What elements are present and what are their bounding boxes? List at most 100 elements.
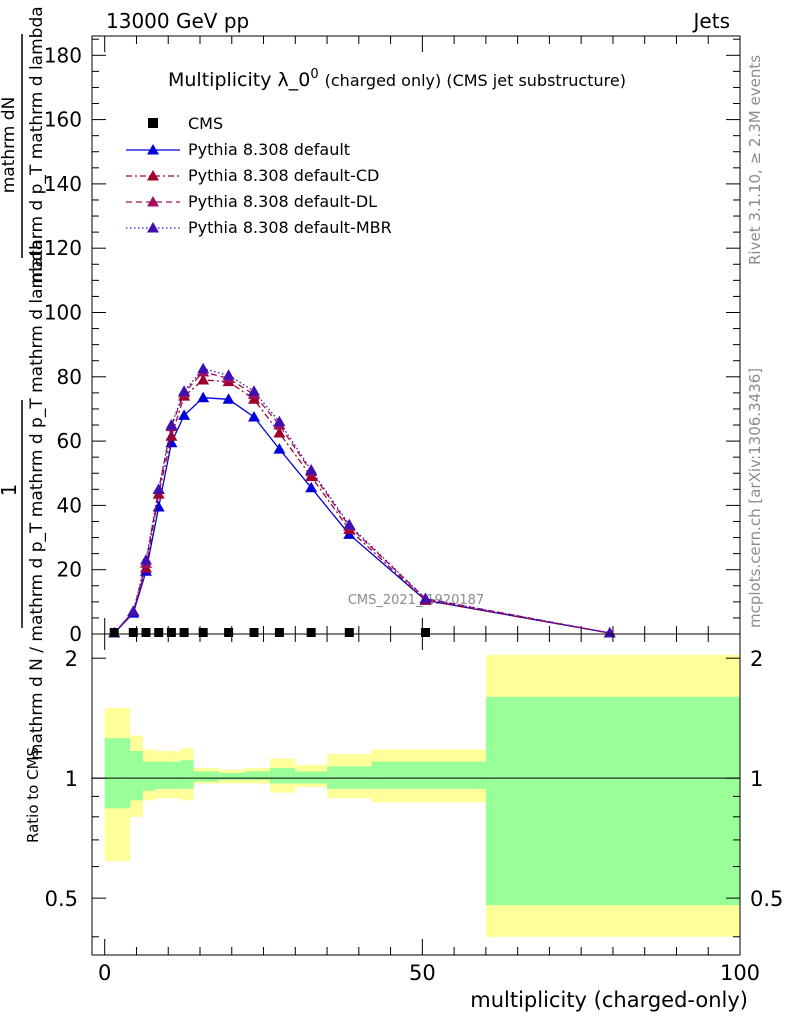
cms-data-point: [306, 628, 316, 637]
series-marker: [273, 415, 286, 427]
ylabel-bottom: mathrm d N / mathrm d p_T mathrm d p_T m…: [27, 240, 47, 760]
series-line: [113, 379, 610, 634]
series-marker: [152, 483, 165, 494]
series-line: [113, 371, 610, 634]
legend-entry: Pythia 8.308 default: [126, 140, 350, 159]
stat-uncertainty-band: [193, 771, 220, 782]
title-sup: 0: [310, 67, 318, 82]
legend-entry-cms: CMS: [148, 114, 223, 133]
x-tick-label: 100: [720, 961, 760, 985]
header-jets: Jets: [692, 9, 730, 33]
y-tick-label: 120: [44, 236, 82, 260]
series-marker: [273, 427, 286, 438]
legend-entry: Pythia 8.308 default-CD: [126, 166, 379, 185]
x-tick-label: 50: [409, 961, 436, 985]
y-tick-label: 180: [44, 43, 82, 67]
stat-uncertainty-band: [327, 766, 372, 789]
series-marker: [178, 385, 191, 396]
stat-uncertainty-band: [130, 750, 143, 801]
ylabel-one: 1: [0, 484, 21, 497]
series-marker: [419, 592, 432, 604]
legend-label: Pythia 8.308 default-DL: [188, 192, 377, 211]
series-marker: [222, 369, 235, 380]
header-energy: 13000 GeV pp: [106, 9, 249, 33]
legend-entry: Pythia 8.308 default-MBR: [126, 218, 392, 237]
legend-marker: [147, 170, 159, 181]
legend-entry: Pythia 8.308 default-DL: [126, 192, 377, 211]
ylabel-mid: mathrm d p_T mathrm d lambda: [27, 6, 47, 283]
stat-uncertainty-band: [295, 771, 328, 784]
series-marker: [165, 436, 178, 448]
ratio-y-tick-label-right: 2: [750, 647, 763, 671]
stat-uncertainty-band: [371, 761, 486, 789]
ratio-frame: [91, 633, 741, 956]
main-ylabel: mathrm dN mathrm d p_T mathrm d lambda 1…: [0, 6, 47, 760]
stat-uncertainty-band: [180, 760, 194, 789]
legend: CMS Pythia 8.308 default Pythia 8.308 defa…: [126, 114, 392, 237]
cms-data-point: [128, 628, 138, 637]
x-axis-label: multiplicity (charged-only): [470, 988, 748, 1012]
ratio-y-tick-label: 1: [65, 767, 78, 791]
legend-marker: [147, 222, 159, 233]
series-marker: [248, 410, 260, 422]
y-tick-label: 20: [57, 558, 82, 582]
series-marker: [343, 518, 356, 530]
series-marker: [165, 430, 178, 441]
ratio-bands: [104, 654, 740, 937]
y-tick-label: 100: [44, 300, 82, 324]
cms-data-point: [344, 628, 354, 637]
series-marker: [197, 374, 210, 385]
series-marker: [305, 464, 318, 475]
ratio-x-axis: 0 50 100: [98, 634, 760, 985]
y-tick-label: 40: [57, 493, 82, 517]
y-tick-label: 60: [57, 429, 82, 453]
cms-data-point: [224, 628, 234, 637]
series-marker: [165, 419, 178, 430]
ratio-y-tick-label-right: 1: [750, 767, 763, 791]
cms-data-point: [249, 628, 259, 637]
series-marker: [127, 605, 140, 616]
mcplots-label: mcplots.cern.ch [arXiv:1306.3436]: [746, 368, 764, 628]
cms-data-point: [166, 628, 176, 637]
y-tick-label: 80: [57, 365, 82, 389]
ratio-ylabel: Ratio to CMS: [24, 747, 42, 843]
legend-marker: [147, 144, 159, 155]
series-marker: [140, 554, 152, 565]
cms-data-point: [179, 628, 189, 637]
stat-uncertainty-band: [485, 696, 740, 906]
cms-data-point: [109, 628, 119, 637]
rivet-label: Rivet 3.1.10, ≥ 2.3M events: [746, 55, 764, 265]
title-text: Multiplicity λ_0: [168, 69, 310, 91]
main-title: Multiplicity λ_00 (charged only) (CMS jet…: [168, 67, 626, 91]
legend-marker: [148, 118, 158, 128]
legend-marker: [147, 196, 159, 207]
stat-uncertainty-band: [244, 771, 270, 780]
series-marker: [178, 409, 191, 420]
series-marker: [222, 393, 235, 404]
y-tick-label: 140: [44, 172, 82, 196]
stat-uncertainty-band: [219, 773, 245, 780]
series-marker: [197, 362, 210, 374]
legend-label: Pythia 8.308 default: [188, 140, 350, 159]
stat-uncertainty-band: [142, 761, 156, 791]
y-tick-label: 160: [44, 108, 82, 132]
legend-label: Pythia 8.308 default-MBR: [188, 218, 392, 237]
reference-points: [109, 628, 431, 637]
stat-uncertainty-band: [269, 768, 296, 784]
stat-uncertainty-band: [104, 738, 131, 809]
cms-data-point: [154, 628, 164, 637]
ratio-y-tick-label-right: 0.5: [750, 887, 783, 911]
stat-uncertainty-band: [155, 761, 169, 789]
series-marker: [248, 385, 260, 396]
series-marker: [197, 391, 210, 403]
ratio-y-tick-label: 2: [65, 647, 78, 671]
x-tick-label: 0: [98, 961, 111, 985]
cms-data-point: [274, 628, 284, 637]
stat-uncertainty-band: [168, 761, 181, 789]
legend-label: CMS: [188, 114, 223, 133]
main-y-axis: 0 20 40 60 80 100 120 140 160 180: [44, 38, 740, 646]
ratio-y-tick-label: 0.5: [45, 887, 78, 911]
ylabel-top: mathrm dN: [0, 97, 19, 194]
cms-data-point: [141, 628, 151, 637]
